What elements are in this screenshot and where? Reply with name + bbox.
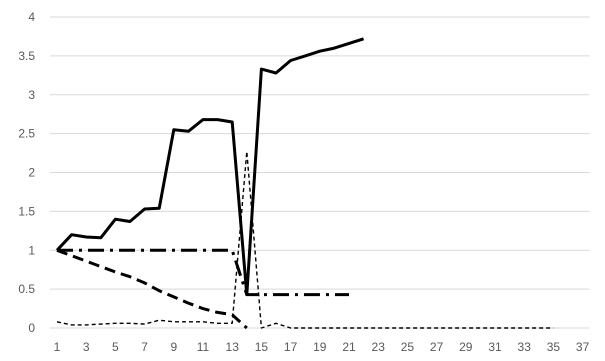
- x-tick-label: 21: [342, 340, 356, 354]
- x-tick-label: 27: [430, 340, 444, 354]
- y-tick-label: 4: [28, 10, 35, 24]
- x-tick-label: 31: [488, 340, 502, 354]
- x-tick-label: 15: [255, 340, 269, 354]
- series-line-short-dash: [56, 150, 554, 329]
- x-tick-label: 7: [141, 340, 148, 354]
- y-tick-label: 1.5: [18, 204, 35, 218]
- y-tick-label: 3.5: [18, 49, 35, 63]
- y-tick-label: 0: [28, 321, 35, 335]
- series-line-dash-dot: [57, 248, 349, 297]
- y-tick-label: 0.5: [18, 282, 35, 296]
- x-tick-label: 9: [170, 340, 177, 354]
- x-tick-label: 37: [576, 340, 590, 354]
- x-tick-label: 33: [518, 340, 532, 354]
- plot-area: [55, 37, 554, 330]
- x-tick-label: 1: [54, 340, 61, 354]
- y-tick-label: 1: [28, 243, 35, 257]
- x-tick-label: 17: [284, 340, 298, 354]
- x-tick-label: 25: [401, 340, 415, 354]
- x-axis: 1 3 5 7 9 11 13 15 17 19 21 23 25 27 29 31 33 35 37: [54, 340, 590, 354]
- series-line-solid: [55, 37, 365, 297]
- x-tick-label: 11: [197, 340, 210, 354]
- y-tick-label: 2.5: [18, 127, 35, 141]
- y-axis: 0 0.5 1 1.5 2 2.5 3 3.5 4: [18, 10, 35, 335]
- x-tick-label: 19: [313, 340, 327, 354]
- y-tick-label: 2: [28, 166, 35, 180]
- x-tick-label: 35: [547, 340, 561, 354]
- x-tick-label: 13: [226, 340, 240, 354]
- y-tick-label: 3: [28, 88, 35, 102]
- x-tick-label: 3: [83, 340, 90, 354]
- x-tick-label: 29: [459, 340, 473, 354]
- x-tick-label: 23: [372, 340, 386, 354]
- grid-layer: [50, 16, 590, 329]
- x-tick-label: 5: [112, 340, 119, 354]
